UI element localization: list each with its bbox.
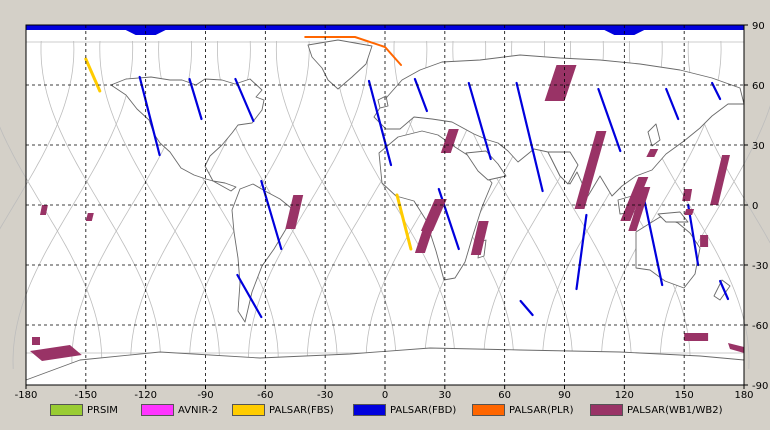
landmass-india <box>547 151 579 185</box>
landmass-greenland <box>307 39 373 90</box>
swath-palsar-wb1-wb2 <box>30 345 82 361</box>
swath-palsar-wb1-wb2 <box>646 149 659 157</box>
x-tick-label: 30 <box>438 390 451 401</box>
swath-palsar-fbd <box>188 77 203 121</box>
swath-palsar-wb1-wb2 <box>684 209 695 215</box>
swath-palsar-fbd <box>260 179 283 251</box>
legend-item-palsar-wb1-wb2: PALSAR(WB1/WB2) <box>590 403 723 417</box>
swath-palsar-plr <box>304 36 402 66</box>
swath-palsar-fbd <box>665 87 680 121</box>
legend-label: PALSAR(FBD) <box>390 404 457 416</box>
orbit-track <box>0 40 75 230</box>
legend-item-avnir-2: AVNIR-2 <box>141 403 218 417</box>
legend-item-palsar-plr: PALSAR(PLR) <box>472 403 573 417</box>
legend-swatch <box>353 404 386 416</box>
swath-palsar-fbs <box>395 193 413 251</box>
landmass-new-guinea <box>657 211 689 223</box>
landmass-arabia <box>465 150 507 181</box>
y-tick-label: 90 <box>752 21 765 32</box>
landmass-eurasia <box>373 54 745 197</box>
swath-palsar-fbd <box>234 77 255 123</box>
swath-palsar-fbd <box>597 87 622 153</box>
swath-palsar-fbd <box>138 75 161 157</box>
swath-palsar-fbd <box>711 81 722 101</box>
legend-label: PALSAR(WB1/WB2) <box>627 404 723 416</box>
y-tick-label: 0 <box>752 201 758 212</box>
legend-item-palsar-fbs: PALSAR(FBS) <box>232 403 334 417</box>
landmass-new-zealand <box>713 279 731 301</box>
orbit-track <box>659 105 770 370</box>
swath-palsar-fbd <box>515 81 544 193</box>
landmass-uk <box>377 95 389 109</box>
swath-palsar-wb1-wb2 <box>420 199 447 231</box>
y-tick-label: 30 <box>752 141 765 152</box>
swath-palsar-wb1-wb2 <box>285 195 304 229</box>
swath-palsar-wb1-wb2 <box>414 229 433 253</box>
x-tick-label: 150 <box>675 390 694 401</box>
y-tick-label: -90 <box>752 381 768 392</box>
legend: PRSIM AVNIR-2 PALSAR(FBS) PALSAR(FBD) PALSAR… <box>0 399 770 421</box>
map-frame <box>25 24 745 386</box>
x-tick-label: 60 <box>498 390 511 401</box>
legend-swatch <box>232 404 265 416</box>
y-tick-label: -60 <box>752 321 768 332</box>
swath-palsar-wb1-wb2 <box>700 235 709 247</box>
graticule <box>26 25 744 385</box>
latitude-tick-labels: 90 60 30 0 -30 -60 -90 <box>744 21 768 392</box>
swath-palsar-wb1-wb2 <box>470 221 489 255</box>
x-tick-label: -30 <box>317 390 333 401</box>
swath-palsar-fbd <box>519 299 534 317</box>
swath-palsar-fbd <box>467 81 492 161</box>
legend-swatch <box>590 404 623 416</box>
orbit-track <box>275 40 397 370</box>
swath-palsar-wb1-wb2 <box>574 131 607 209</box>
y-tick-label: 60 <box>752 81 765 92</box>
legend-label: AVNIR-2 <box>178 404 218 416</box>
x-tick-label: 90 <box>558 390 571 401</box>
y-tick-label: -30 <box>752 261 768 272</box>
swath-palsar-wb1-wb2 <box>628 187 651 231</box>
swath-palsar-fbd <box>236 273 263 319</box>
x-tick-label: -60 <box>257 390 273 401</box>
legend-swatch <box>472 404 505 416</box>
swath-palsar-wb1-wb2 <box>32 337 40 345</box>
swath-palsar-wb1-wb2 <box>440 129 459 153</box>
swath-palsar-fbd <box>367 79 393 167</box>
x-tick-label: -90 <box>197 390 213 401</box>
landmass-south-america <box>231 183 297 323</box>
legend-label: PRSIM <box>87 404 118 416</box>
legend-label: PALSAR(PLR) <box>509 404 574 416</box>
legend-label: PALSAR(FBS) <box>269 404 334 416</box>
landmass-japan <box>647 123 661 147</box>
swath-palsar-fbd <box>575 213 588 291</box>
legend-item-prsim: PRSIM <box>50 403 118 417</box>
swath-palsar-wb1-wb2 <box>684 333 709 341</box>
swath-palsar-wb1-wb2 <box>710 155 730 205</box>
x-tick-label: 120 <box>615 390 634 401</box>
legend-swatch <box>141 404 174 416</box>
longitude-tick-labels: -180 -150 -120 -90 -60 -30 0 30 60 90 120 150 180 <box>15 385 754 401</box>
swath-palsar-wb1-wb2 <box>728 343 744 353</box>
legend-swatch <box>50 404 83 416</box>
swath-palsar-fbs <box>84 57 102 93</box>
swath-palsar-wb1-wb2 <box>40 205 48 215</box>
x-tick-label: -150 <box>74 390 97 401</box>
legend-item-palsar-fbd: PALSAR(FBD) <box>353 403 456 417</box>
x-tick-label: 180 <box>734 390 753 401</box>
swath-palsar-fbd <box>719 279 730 301</box>
x-tick-label: 0 <box>382 390 388 401</box>
x-tick-label: -180 <box>15 390 38 401</box>
x-tick-label: -120 <box>134 390 157 401</box>
swath-palsar-fbd <box>413 77 428 113</box>
swath-palsar-wb1-wb2 <box>544 65 577 101</box>
swath-palsar-wb1-wb2 <box>85 213 94 221</box>
landmass-central-america <box>212 180 237 192</box>
swath-palsar-wb1-wb2 <box>682 189 693 201</box>
swath-palsar-wb1-wb2 <box>620 177 649 221</box>
